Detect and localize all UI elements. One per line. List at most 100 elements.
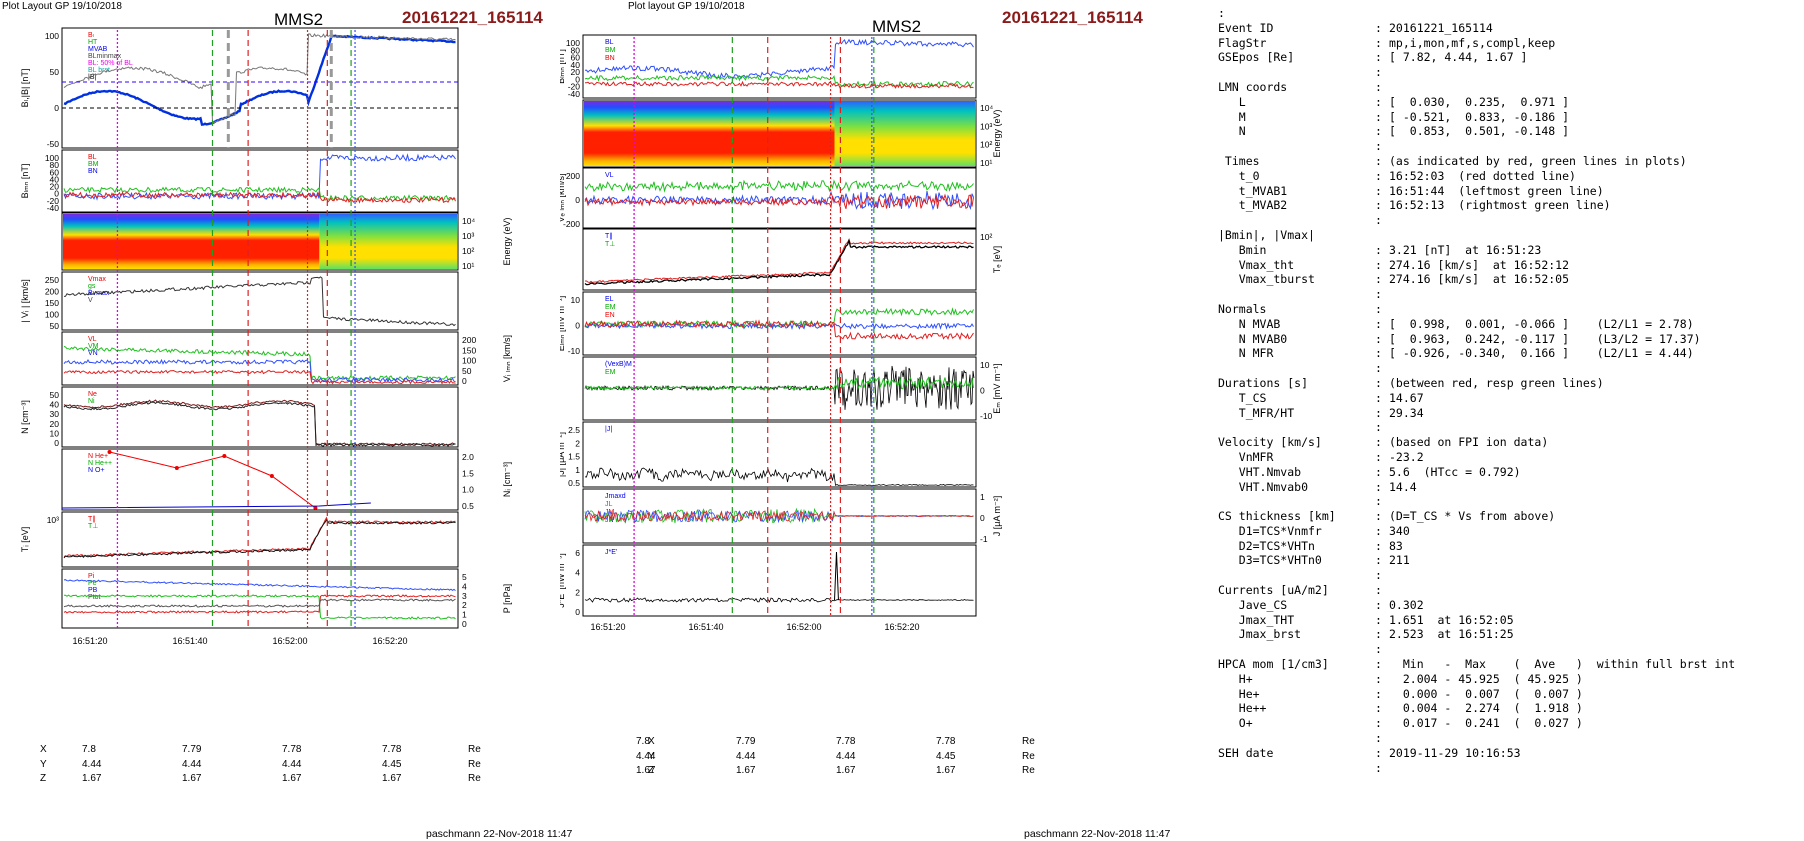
left-legend-entry: BLminmax [88,53,122,60]
mid-legend-entry: VL [605,172,614,179]
info-sep: : [1375,331,1382,346]
left-legend-entry: VN [88,350,98,357]
mid-panel-ylabel-4: Tₑ [eV] [992,246,1002,273]
mid-legend-entry: T∥ [605,232,613,240]
mid-panel-ytick: 200 [566,171,580,181]
coord-value: 7.8 [82,744,96,755]
left-panel-ytick-right: 0 [462,619,467,629]
info-sep: : [1375,65,1382,80]
info-row: : [1218,642,1798,657]
left-legend-entry: PB [88,587,98,594]
info-row: T_MFR/HT:29.34 [1218,406,1798,421]
info-key: Bmin [1218,242,1267,257]
mid-legend-entry: BL [605,39,614,46]
info-value: 340 [1389,523,1410,538]
info-row: SEH date:2019-11-29 10:16:53 [1218,746,1798,761]
left-panel-ylabel-2: Bₗₘₙ [nT] [20,164,30,199]
info-value: [ -0.521, 0.833, -0.186 ] [1389,109,1570,124]
info-value: 211 [1389,553,1410,568]
info-row: T_CS:14.67 [1218,391,1798,406]
coord-value: 4.45 [936,750,956,762]
mid-legend-entry: JM [605,509,615,516]
left-legend-entry: BL: 50% of BL [88,60,133,67]
mid-panel-ylabel-8: J [μA m⁻²] [992,496,1002,536]
left-legend-entry: gs [88,283,96,290]
info-value: 14.4 [1389,479,1417,494]
left-he-pp-point [269,474,274,478]
left-ptot-curve [63,579,456,592]
info-key: Vmax_tht [1218,257,1295,272]
info-row: Event ID:20161221_165114 [1218,21,1798,36]
mid-panel-ytick: -40 [568,89,581,99]
info-key: Normals [1218,301,1267,316]
info-sep: : [1375,745,1382,760]
info-sep: : [1375,257,1382,272]
left-ion-spectrogram-post [319,214,457,269]
left-t-par-curve [64,516,456,557]
info-key: T_CS [1218,390,1267,405]
left-panel-ytick: 100 [45,31,59,41]
left-legend-entry: V [88,297,93,304]
left-panel-frame-3 [61,212,459,271]
left-panel-ylabel-7: Nᵢ [cm⁻³] [502,462,512,497]
info-value: [ 0.998, 0.001, -0.066 ] (L2/L1 = 2.78) [1389,316,1694,331]
mid-bn-curve [585,80,974,89]
info-row: Jave_CS:0.302 [1218,598,1798,613]
info-row: N MFR: [ -0.926, -0.340, 0.166 ] (L2/L1 =… [1218,346,1798,361]
coord-unit: Re [1022,765,1035,776]
mid-time-tick: 16:51:40 [688,622,723,632]
left-panel-ytick: 100 [45,153,59,163]
left-vn-curve [63,369,456,385]
info-row: Velocity [km/s]: (based on FPI ion data) [1218,435,1798,450]
left-panel-frame-9 [61,568,459,629]
left-legend-entry: HT [88,39,98,46]
left-panel-ylabel-5: Vᵢ ₗₘₙ [km/s] [502,335,512,382]
mid-panel-ytick-right: 1 [980,492,985,502]
left-panel-ytick-right: 10¹ [462,261,474,271]
info-value: mp,i,mon,mf,s,compl,keep [1389,35,1556,50]
info-sep: : [1375,316,1382,331]
info-key: VHT.Nmvab [1218,464,1302,479]
left-panel-ytick: 0 [54,438,59,448]
mid-legend-entry: BM [605,47,616,54]
left-legend-entry: N He+ [88,453,108,460]
info-row: Durations [s]: (between red, resp green l… [1218,376,1798,391]
info-sep: : [1375,35,1382,50]
coord-value: 7.78 [382,744,402,755]
left-ion-spectrogram [63,214,457,269]
info-value: 0.000 - 0.007 ( 0.007 ) [1389,686,1583,701]
info-value: [ 0.030, 0.235, 0.971 ] [1389,94,1570,109]
left-time-tick: 16:52:20 [372,636,407,646]
info-sep: : [1375,375,1382,390]
coord-value: 4.44 [282,758,302,770]
left-panel-frame-6 [61,386,459,448]
middle-footer: paschmann 22-Nov-2018 11:47 [1024,828,1171,840]
left-panel-ytick: 80 [50,160,60,170]
coord-value: 1.67 [182,773,202,784]
info-value: 16:52:13 (rightmost green line) [1389,198,1611,213]
left-he-pp-point [313,506,318,510]
info-row: |Bmin|, |Vmax| [1218,228,1798,243]
info-row: : [1218,6,1798,21]
left-panel-ytick: 20 [50,182,60,192]
info-row: HPCA mom [1/cm3]: Min - Max ( Ave ) with… [1218,657,1798,672]
coord-value: 4.45 [382,758,402,770]
left-legend-entry: T∥ [88,515,96,523]
info-value: [ 0.963, 0.242, -0.117 ] (L3/L2 = 17.37) [1389,331,1701,346]
info-key [1218,420,1375,435]
mid-panel-ytick: 0.5 [568,478,580,488]
left-sc-title: MMS2 [274,10,324,29]
mid-panel-frame-6 [582,356,977,421]
info-sep: : [1375,361,1382,376]
coord-value: 1.67 [836,765,856,776]
left-plot-layout-label: Plot Layout GP 19/10/2018 [2,1,122,12]
middle-coords-table: X 7.8 7.79 7.78 7.78 Re Y 4.44 4.44 4.44 4.45 Re Z 1.… [636,736,1168,796]
left-o-plus-curve [61,502,371,509]
info-row: : [1218,731,1798,746]
left-panel-ytick-right: 2.0 [462,452,474,462]
coord-value: 7.79 [182,744,202,755]
coord-value: 4.44 [182,758,202,770]
info-key: Event ID [1218,20,1274,35]
coord-value: 1.67 [282,773,302,784]
mid-vl-curve [584,179,974,193]
